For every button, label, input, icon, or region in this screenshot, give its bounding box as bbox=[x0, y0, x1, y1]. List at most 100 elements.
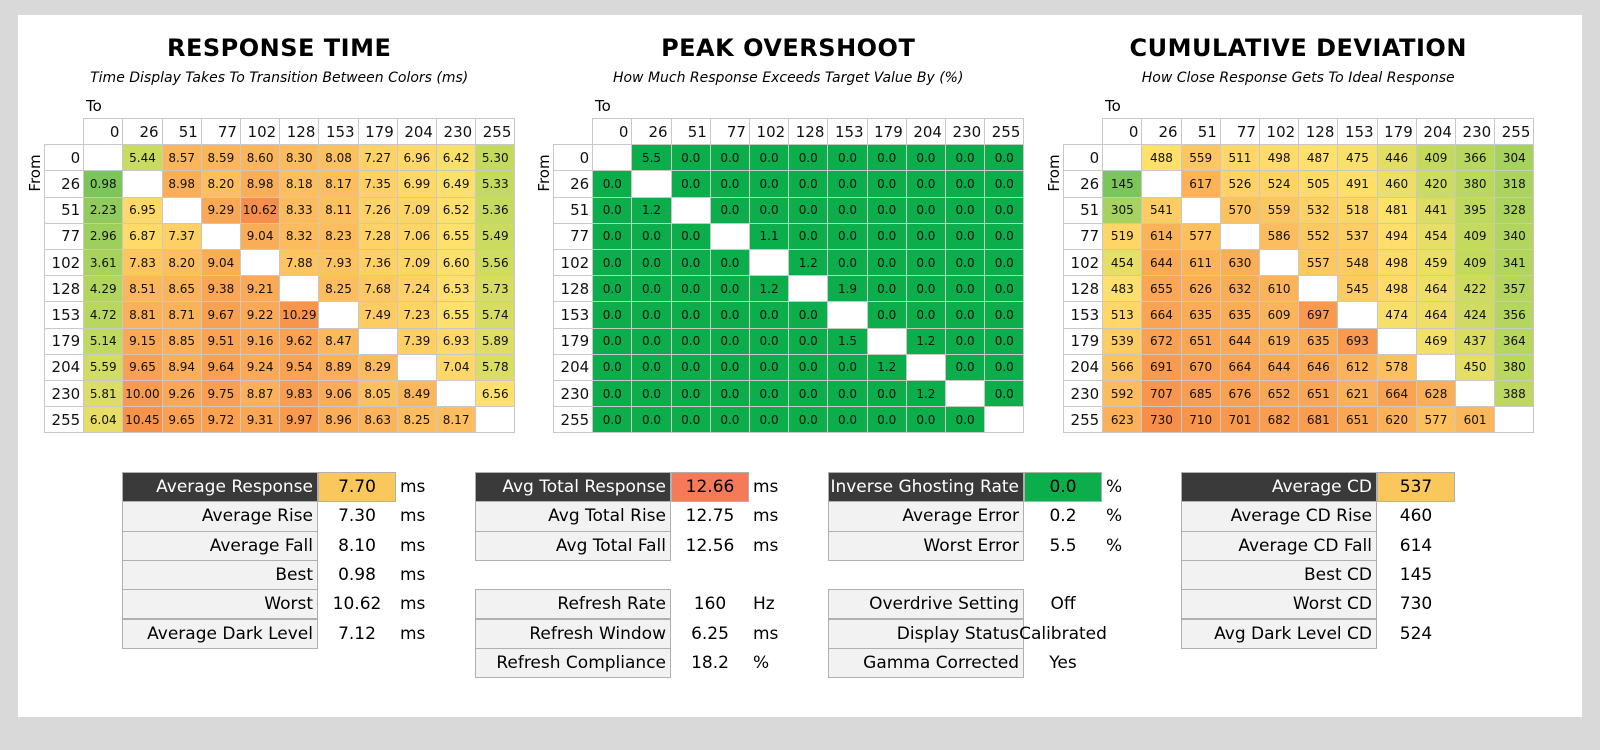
matrix-cell: 450 bbox=[1455, 353, 1496, 381]
matrix-cell: 487 bbox=[1298, 144, 1339, 172]
matrix-cell bbox=[788, 275, 829, 303]
matrix-cell: 0.0 bbox=[788, 353, 829, 381]
matrix-cell: 0.0 bbox=[631, 222, 672, 250]
summary-value: Off bbox=[1050, 594, 1076, 615]
matrix-cell: 0.0 bbox=[984, 275, 1025, 303]
matrix-cell: 460 bbox=[1376, 170, 1417, 198]
column-header: 153 bbox=[1337, 118, 1378, 146]
matrix-cell: 7.24 bbox=[396, 275, 437, 303]
matrix-cell: 341 bbox=[1494, 249, 1535, 277]
matrix-cell: 0.0 bbox=[905, 406, 946, 434]
matrix-cell bbox=[122, 170, 163, 198]
matrix-cell: 5.5 bbox=[631, 144, 672, 172]
column-header: 204 bbox=[1415, 118, 1456, 146]
matrix-cell: 10.62 bbox=[240, 196, 281, 224]
matrix-cell: 0.0 bbox=[827, 406, 868, 434]
matrix-cell: 532 bbox=[1298, 196, 1339, 224]
matrix-cell: 626 bbox=[1180, 275, 1221, 303]
matrix-cell: 611 bbox=[1180, 249, 1221, 277]
matrix-cell: 0.0 bbox=[827, 144, 868, 172]
matrix-cell: 0.0 bbox=[709, 275, 750, 303]
matrix-cell: 644 bbox=[1141, 249, 1182, 277]
matrix-cell: 5.73 bbox=[475, 275, 516, 303]
column-header: 204 bbox=[905, 118, 946, 146]
matrix-cell: 464 bbox=[1415, 301, 1456, 329]
matrix-cell: 701 bbox=[1219, 406, 1260, 434]
matrix-cell: 0.0 bbox=[709, 144, 750, 172]
matrix-cell: 586 bbox=[1259, 222, 1300, 250]
matrix-cell: 0.0 bbox=[827, 380, 868, 408]
matrix-cell bbox=[83, 144, 124, 172]
summary-label: Average Error bbox=[828, 501, 1024, 532]
matrix-cell: 566 bbox=[1102, 353, 1143, 381]
matrix-cell: 524 bbox=[1259, 170, 1300, 198]
matrix-cell: 557 bbox=[1298, 249, 1339, 277]
summary-value: 10.62 bbox=[332, 594, 382, 615]
matrix-cell: 340 bbox=[1494, 222, 1535, 250]
matrix-cell: 0.0 bbox=[592, 249, 633, 277]
matrix-cell: 5.14 bbox=[83, 327, 124, 355]
row-header: 128 bbox=[553, 275, 594, 303]
matrix-cell bbox=[1102, 144, 1143, 172]
row-header: 0 bbox=[1063, 144, 1104, 172]
summary-unit: ms bbox=[400, 565, 426, 586]
summary-value: 145 bbox=[1399, 565, 1433, 586]
matrix-cell: 7.39 bbox=[396, 327, 437, 355]
matrix-cell: 388 bbox=[1494, 380, 1535, 408]
row-header: 255 bbox=[1063, 406, 1104, 434]
matrix-cell: 5.49 bbox=[475, 222, 516, 250]
matrix-cell: 366 bbox=[1455, 144, 1496, 172]
summary-label: Average CD Fall bbox=[1181, 530, 1377, 561]
summary-value: 12.75 bbox=[685, 506, 735, 527]
matrix-cell: 9.24 bbox=[240, 353, 281, 381]
matrix-cell: 0.0 bbox=[670, 327, 711, 355]
column-header: 102 bbox=[240, 118, 281, 146]
matrix-cell: 1.2 bbox=[788, 249, 829, 277]
summary-label: Refresh Rate bbox=[475, 589, 671, 620]
matrix-cell: 6.60 bbox=[436, 249, 477, 277]
column-header: 51 bbox=[161, 118, 202, 146]
matrix-cell: 1.9 bbox=[827, 275, 868, 303]
matrix-cell: 0.0 bbox=[749, 196, 790, 224]
row-header: 51 bbox=[553, 196, 594, 224]
summary-label: Average Response bbox=[122, 472, 318, 503]
column-header: 0 bbox=[592, 118, 633, 146]
matrix-cell: 364 bbox=[1494, 327, 1535, 355]
summary-unit: ms bbox=[753, 477, 779, 498]
section-subtitle: How Much Response Exceeds Target Value B… bbox=[612, 70, 964, 86]
matrix-cell: 9.29 bbox=[200, 196, 241, 224]
summary-value: 537 bbox=[1377, 472, 1455, 503]
column-header: 153 bbox=[318, 118, 359, 146]
matrix-cell: 9.54 bbox=[279, 353, 320, 381]
matrix-cell: 0.0 bbox=[945, 170, 986, 198]
matrix-cell: 545 bbox=[1337, 275, 1378, 303]
matrix-cell bbox=[945, 380, 986, 408]
matrix-cell bbox=[1219, 222, 1260, 250]
matrix-cell: 5.33 bbox=[475, 170, 516, 198]
matrix-cell: 0.0 bbox=[827, 196, 868, 224]
matrix-cell: 0.0 bbox=[866, 380, 907, 408]
matrix-cell: 7.36 bbox=[357, 249, 398, 277]
summary-value: 12.66 bbox=[671, 472, 749, 503]
matrix-cell: 6.53 bbox=[436, 275, 477, 303]
summary-value: 5.5 bbox=[1049, 535, 1077, 556]
matrix-cell: 6.99 bbox=[396, 170, 437, 198]
matrix-cell: 0.0 bbox=[709, 170, 750, 198]
matrix-cell: 651 bbox=[1337, 406, 1378, 434]
matrix-cell: 652 bbox=[1259, 380, 1300, 408]
row-header: 255 bbox=[553, 406, 594, 434]
matrix-cell: 8.33 bbox=[279, 196, 320, 224]
column-header: 0 bbox=[83, 118, 124, 146]
matrix-cell: 1.5 bbox=[827, 327, 868, 355]
matrix-cell: 0.0 bbox=[631, 275, 672, 303]
matrix-cell bbox=[1494, 406, 1535, 434]
row-header: 51 bbox=[1063, 196, 1104, 224]
matrix-cell bbox=[905, 353, 946, 381]
matrix-cell: 0.0 bbox=[945, 301, 986, 329]
matrix-cell: 9.75 bbox=[200, 380, 241, 408]
column-header: 26 bbox=[631, 118, 672, 146]
summary-label: Avg Total Rise bbox=[475, 501, 671, 532]
matrix-cell: 612 bbox=[1337, 353, 1378, 381]
matrix-cell: 0.0 bbox=[670, 222, 711, 250]
matrix-cell: 1.2 bbox=[866, 353, 907, 381]
